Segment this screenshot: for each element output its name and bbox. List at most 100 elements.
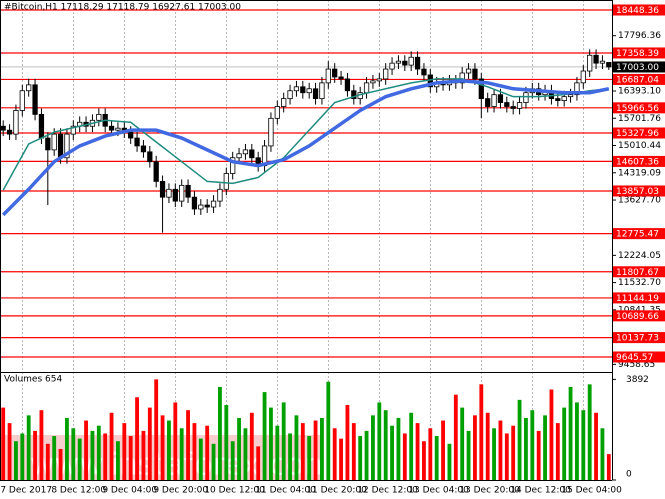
candle-body [179,184,185,202]
volume-bar [141,430,146,480]
volume-bar [549,389,554,480]
candle-body [389,62,395,70]
volume-bar [262,392,267,480]
candle-body [504,102,510,107]
volume-bar [422,441,426,480]
candle-body [306,88,312,94]
candle-body [172,188,178,202]
candle-body [274,106,280,119]
candle-body [6,129,13,135]
candle-body [459,72,465,84]
candle-body [64,133,70,159]
volume-bar [275,425,280,480]
level-label: 16687.04 [616,75,659,85]
candle-body [153,161,159,182]
moving-average [1,79,610,217]
volume-bar [441,420,445,480]
level-label: 11807.67 [616,268,659,278]
candle-body [281,98,287,107]
volume-bar [466,430,471,480]
volume-bar [294,415,299,480]
volume-bar [536,430,541,480]
x-tick-label: 9 Dec 20:00 [153,486,208,496]
volume-bar [116,441,120,480]
volume-bar [237,417,241,480]
volume-bar [103,433,108,480]
volume-bar [485,412,490,480]
volume-bar [479,384,484,480]
chart-header: #Bitcoin,H1 17118.29 17118.79 16927.61 1… [4,3,241,13]
volume-bar [504,433,509,480]
candle-body [587,54,593,72]
candle-body [523,92,529,103]
candle-body [191,196,198,210]
x-tick-label: 8 Dec 12:00 [51,486,106,496]
volume-bar [45,443,50,480]
price-label: 17003.00 [616,63,659,73]
volume-bar [52,436,57,480]
candle-body [242,149,249,155]
level-label-box [613,266,665,278]
candle-body [287,90,293,100]
level-label-box [613,310,665,322]
volume-bar [243,428,248,480]
volume-bar [364,430,369,480]
volume-bar [84,420,88,480]
candle-body [217,188,223,202]
volume-bar [396,417,401,480]
volume-bar [128,436,133,480]
volume-bar [1,407,6,480]
x-tick-label: 10 Dec 12:00 [204,486,265,496]
volume-bar [434,436,439,480]
candle-body [198,204,204,210]
candle-body [293,86,300,92]
x-tick-label: 15 Dec 04:00 [561,486,622,496]
volume-bar [447,443,452,480]
candle-body [300,86,306,94]
x-tick-label: 14 Dec 12:00 [510,486,571,496]
volume-bar [20,433,25,480]
x-tick-label: 12 Dec 12:00 [357,486,418,496]
volume-bar [402,433,407,480]
volume-bar [511,425,516,480]
volume-bar [300,423,305,480]
candle-body [325,68,331,84]
candle-body [332,68,338,78]
volume-bar [517,399,522,480]
volume-bar [339,438,343,480]
level-label-box [613,102,665,114]
volume-bar [14,441,18,480]
candle-body [223,173,229,190]
volume-bar [555,423,560,480]
volume-tick-label: 0 [626,470,632,480]
volume-bar [77,438,82,480]
candle-body [204,204,210,208]
candle-body [402,60,408,66]
candle-body [115,127,121,131]
volume-bar [606,454,611,480]
volume-bar [594,412,598,480]
volume-bar [269,407,273,480]
candle-body [344,78,351,92]
level-label-box [613,185,665,197]
candle-body [414,56,421,70]
volume-bar [71,428,76,480]
level-label: 10689.66 [616,312,659,322]
level-label-box [613,127,665,139]
y-tick-label: 15701.76 [618,114,661,124]
volume-bar [524,417,528,480]
level-label-box [613,292,665,304]
candle-body [497,94,504,103]
volume-bar [460,407,465,480]
volume-bar [600,428,605,480]
candle-body [128,131,134,139]
candle-body [599,60,606,64]
level-label: 15966.56 [616,104,659,114]
level-label: 18448.36 [616,6,659,16]
candle-body [491,94,497,107]
volume-bar [256,446,261,480]
x-tick-label: 11 Dec 20:00 [306,486,367,496]
volume-bar [122,423,127,480]
y-tick-label: 15010.44 [618,141,661,151]
volume-bar [205,425,210,480]
